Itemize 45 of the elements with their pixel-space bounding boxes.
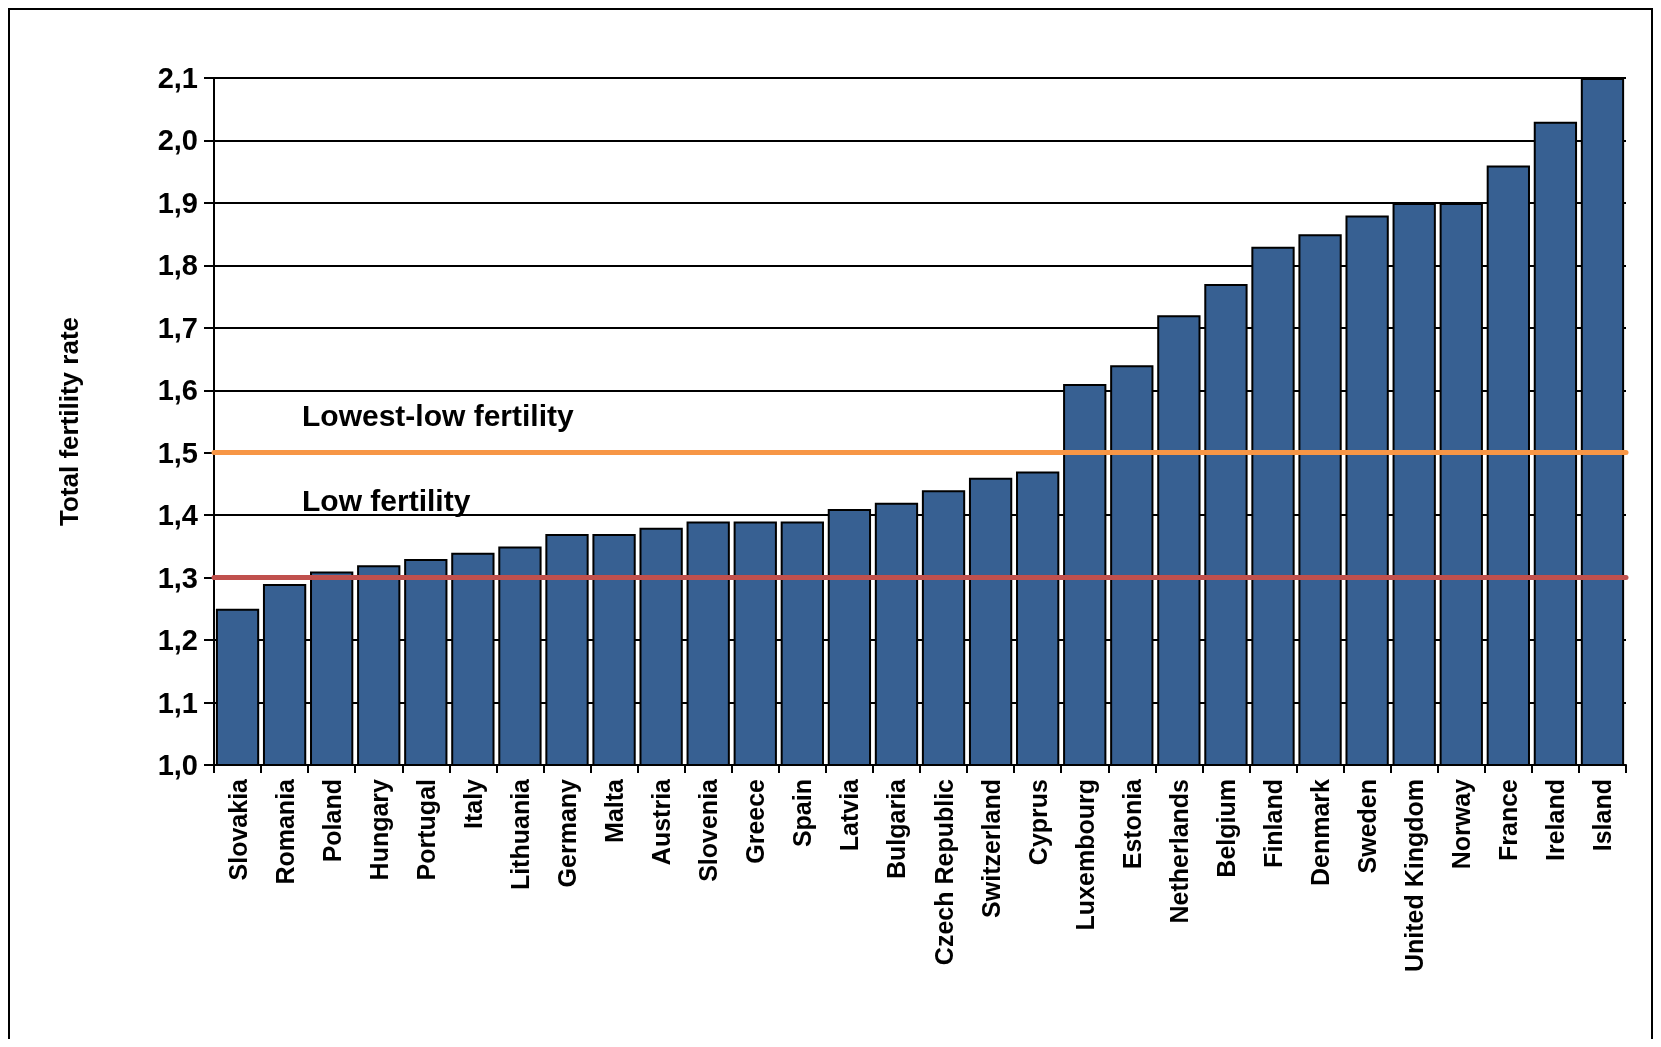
x-tick-label: Netherlands bbox=[1164, 779, 1193, 924]
x-tick-label: Cyprus bbox=[1023, 779, 1052, 866]
x-tick-label: Malta bbox=[600, 777, 629, 843]
y-tick-label: 1,3 bbox=[157, 561, 198, 594]
x-tick-label: Island bbox=[1588, 779, 1617, 852]
x-tick-label: Norway bbox=[1447, 778, 1476, 870]
x-tick-label: Portugal bbox=[411, 779, 440, 881]
y-tick-label: 1,8 bbox=[157, 249, 198, 282]
x-tick-label: Lithuania bbox=[505, 777, 534, 891]
y-tick-label: 1,1 bbox=[157, 686, 198, 719]
x-tick-label: Poland bbox=[317, 779, 346, 863]
y-tick-label: 1,9 bbox=[157, 186, 198, 219]
x-tick-label: Czech Republic bbox=[929, 778, 958, 966]
x-tick-label: Slovakia bbox=[223, 777, 252, 881]
y-tick-label: 1,7 bbox=[157, 311, 198, 344]
y-tick-label: 2,0 bbox=[157, 124, 198, 157]
x-tick-label: Latvia bbox=[835, 777, 864, 852]
x-tick-label: Spain bbox=[788, 779, 817, 848]
x-tick-label: Austria bbox=[647, 777, 676, 866]
x-tick-label: Luxembourg bbox=[1070, 779, 1099, 931]
x-tick-label: Belgium bbox=[1211, 779, 1240, 878]
x-tick-label: Finland bbox=[1259, 779, 1287, 868]
x-tick-label: Slovenia bbox=[694, 777, 723, 882]
x-tick-label: Greece bbox=[741, 778, 770, 864]
x-tick-label: United Kingdom bbox=[1400, 779, 1429, 973]
x-tick-label: Denmark bbox=[1306, 778, 1335, 886]
x-tick-label: Switzerland bbox=[976, 779, 1005, 918]
x-tick-label: Bulgaria bbox=[882, 777, 911, 880]
y-tick-label: 1,0 bbox=[157, 749, 198, 781]
x-tick-label: Romania bbox=[270, 777, 299, 885]
ref-line-label: Low fertility bbox=[302, 484, 471, 518]
ref-line-label: Lowest-low fertility bbox=[302, 399, 574, 433]
x-tick-label: Sweden bbox=[1353, 779, 1382, 874]
y-tick-label: 2,1 bbox=[157, 62, 198, 94]
x-tick-label: Estonia bbox=[1117, 777, 1146, 870]
y-tick-label: 1,4 bbox=[157, 499, 198, 532]
y-tick-label: 1,6 bbox=[157, 374, 198, 407]
y-tick-label: 1,2 bbox=[157, 624, 198, 657]
x-tick-label: Ireland bbox=[1541, 779, 1570, 861]
y-axis-title: Total fertility rate bbox=[54, 316, 84, 527]
x-tick-label: France bbox=[1494, 778, 1523, 861]
y-tick-label: 1,5 bbox=[157, 436, 198, 469]
x-tick-label: Italy bbox=[458, 778, 487, 830]
x-tick-label: Hungary bbox=[364, 778, 393, 881]
x-tick-label: Germany bbox=[553, 778, 581, 888]
